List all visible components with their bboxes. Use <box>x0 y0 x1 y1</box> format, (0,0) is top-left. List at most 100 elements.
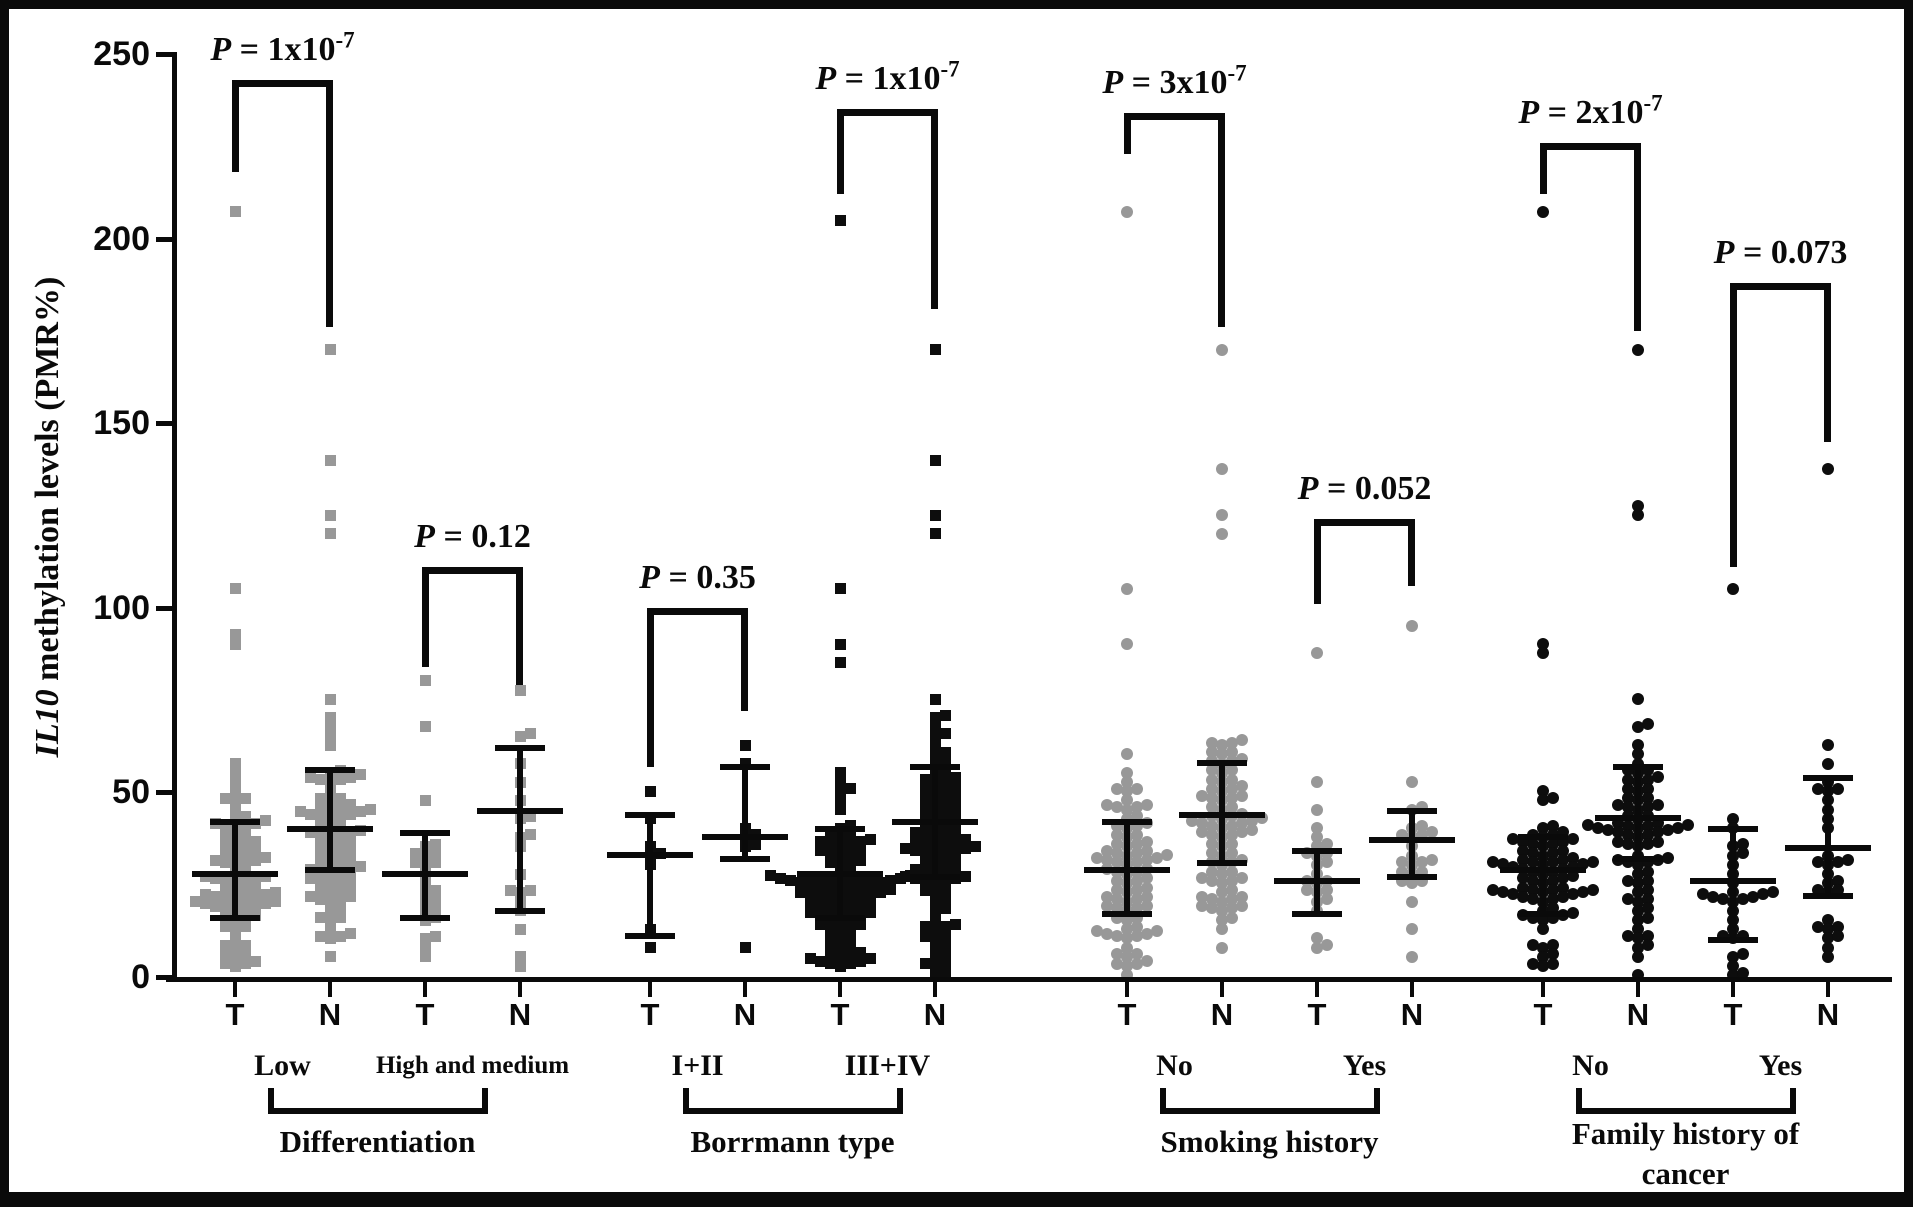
data-point <box>1141 798 1153 811</box>
data-point <box>1642 838 1654 850</box>
data-point <box>354 861 366 873</box>
data-point <box>1632 720 1644 733</box>
data-point <box>1141 900 1153 912</box>
data-point <box>334 847 346 859</box>
data-point <box>1537 960 1549 972</box>
data-point <box>1236 780 1248 793</box>
data-point <box>1311 776 1323 788</box>
data-point <box>249 872 261 884</box>
data-point <box>324 868 336 880</box>
y-tick <box>156 421 172 427</box>
data-point <box>344 854 356 866</box>
x-col-label: T <box>1723 997 1743 1032</box>
data-point <box>929 693 941 705</box>
error-bar-mean <box>1785 844 1871 851</box>
data-point <box>504 884 516 896</box>
error-bar-mean <box>192 870 278 877</box>
data-point <box>259 888 271 900</box>
data-point <box>324 951 336 963</box>
subgroup-label: Yes <box>1342 1049 1387 1082</box>
data-point <box>229 923 241 935</box>
data-point <box>419 942 431 954</box>
data-point <box>1632 739 1644 752</box>
data-point <box>1226 893 1238 906</box>
data-point <box>1582 819 1594 832</box>
data-point <box>324 886 336 898</box>
data-point <box>844 884 856 896</box>
data-point <box>919 884 931 896</box>
data-point <box>239 921 251 933</box>
data-point <box>334 902 346 914</box>
data-point <box>1622 828 1634 841</box>
data-point <box>884 884 896 896</box>
data-point <box>409 856 421 868</box>
data-point <box>229 960 241 972</box>
data-point <box>929 914 941 926</box>
group-label: Differentiation <box>279 1124 476 1159</box>
data-point <box>794 877 806 889</box>
data-point <box>1111 893 1123 906</box>
y-axis <box>172 52 177 982</box>
data-point <box>1216 748 1228 761</box>
data-point <box>1517 872 1529 885</box>
data-point <box>249 955 261 967</box>
error-bar-cap <box>1197 759 1247 766</box>
data-point <box>1832 920 1844 933</box>
data-point <box>854 872 866 884</box>
data-point <box>364 803 376 815</box>
x-col-label: N <box>733 997 757 1032</box>
y-tick-label: 250 <box>93 35 150 73</box>
data-point <box>844 820 856 832</box>
data-point <box>959 833 971 845</box>
data-point <box>824 893 836 905</box>
data-point <box>1567 851 1579 864</box>
data-point <box>1822 463 1834 476</box>
data-point <box>949 808 961 820</box>
data-point <box>1226 847 1238 860</box>
x-tick <box>1410 982 1414 997</box>
error-bar-mean <box>607 852 693 859</box>
error-bar-mean <box>892 818 978 825</box>
data-point <box>314 820 326 832</box>
data-point <box>1111 957 1123 970</box>
data-point <box>1196 826 1208 839</box>
data-point <box>814 918 826 930</box>
data-point <box>1547 838 1559 850</box>
error-bar-mean <box>1084 866 1170 873</box>
data-point <box>949 836 961 848</box>
data-point <box>219 893 231 905</box>
group-brace <box>267 1088 488 1114</box>
data-point <box>219 921 231 933</box>
data-point <box>1216 923 1228 936</box>
data-point <box>939 884 951 896</box>
data-point <box>1131 801 1143 814</box>
data-point <box>1111 884 1123 896</box>
data-point <box>1226 773 1238 786</box>
data-point <box>834 583 846 595</box>
data-point <box>1121 803 1133 816</box>
data-point <box>334 912 346 924</box>
data-point <box>259 852 271 864</box>
data-point <box>209 872 221 884</box>
data-point <box>219 829 231 841</box>
data-point <box>1226 801 1238 814</box>
data-point <box>1131 828 1143 841</box>
data-point <box>354 806 366 818</box>
data-point <box>844 875 856 887</box>
data-point <box>939 893 951 905</box>
data-point <box>1226 764 1238 777</box>
data-point <box>1311 803 1323 816</box>
data-point <box>199 888 211 900</box>
data-point <box>1196 872 1208 885</box>
data-point <box>1537 941 1549 954</box>
data-point <box>1727 950 1739 963</box>
data-point <box>1226 874 1238 887</box>
data-point <box>269 895 281 907</box>
data-point <box>1206 736 1218 749</box>
data-point <box>1652 826 1664 839</box>
data-point <box>1151 851 1163 864</box>
p-value-label: P = 0.073 <box>1713 233 1848 271</box>
data-point <box>864 833 876 845</box>
data-point <box>229 804 241 816</box>
data-point <box>939 967 951 979</box>
